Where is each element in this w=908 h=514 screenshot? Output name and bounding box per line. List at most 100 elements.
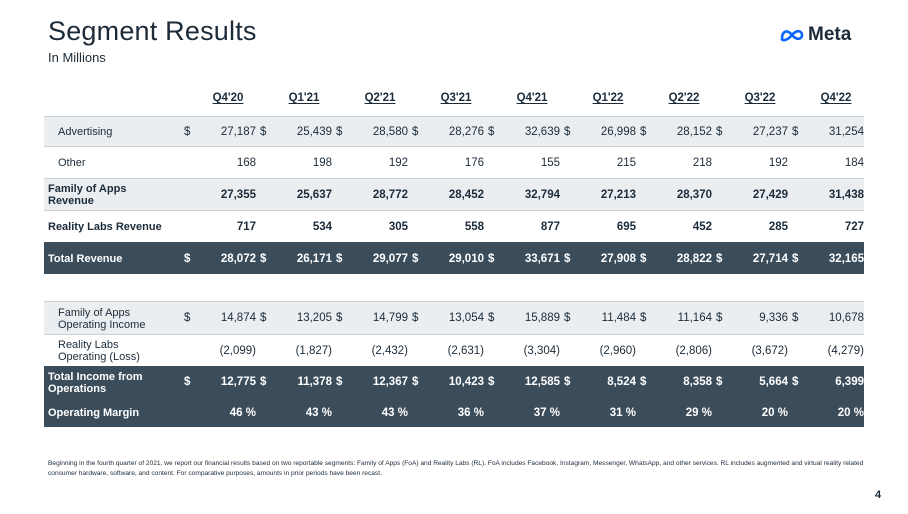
table-cell: 28,072 [220,252,256,265]
table-row: Family of Apps Revenue 27,355 25,637 28,772… [44,178,864,210]
currency-symbol: $ [640,252,647,265]
currency-symbol: $ [488,125,495,138]
table-cell: 27,908 [600,252,636,265]
table-row: Operating Margin 46 % 43 % 43 % 36 % 37 % 31 %… [44,397,864,427]
income-table: Family of Apps Operating Income $14,874 $1… [44,301,864,428]
table-cell: 305 [388,220,408,233]
row-label: Total Revenue [48,253,123,265]
currency-symbol: $ [260,376,267,388]
column-header: Q3'22 [744,92,776,104]
table-cell: 28,772 [372,188,408,201]
table-cell: 11,164 [677,312,712,324]
table-cell: (4,279) [827,344,864,357]
currency-symbol: $ [412,312,419,324]
currency-symbol: $ [336,376,343,388]
row-label: Family of Apps Operating Income [58,306,146,331]
table-cell: 534 [312,220,332,233]
table-cell: (3,672) [751,344,788,357]
table-cell: 184 [844,156,864,169]
page-subtitle: In Millions [48,50,106,65]
row-label: Other [58,157,86,169]
currency-symbol: $ [792,312,799,324]
page-number: 4 [875,489,882,501]
column-header: Q1'21 [288,92,320,104]
column-header: Q4'21 [516,92,548,104]
table-cell: 29 % [685,406,712,419]
table-cell: 27,429 [752,188,788,201]
row-label: Operating Margin [48,407,140,419]
currency-symbol: $ [412,376,419,388]
table-cell: 27,213 [600,188,636,201]
table-cell: 28,370 [676,188,712,201]
table-cell: 32,165 [828,252,864,265]
currency-symbol: $ [260,312,267,324]
table-cell: 25,637 [296,188,332,201]
currency-symbol: $ [640,125,647,138]
currency-symbol: $ [716,125,723,138]
table-cell: (2,631) [447,344,484,357]
table-cell: (2,432) [371,344,408,357]
table-cell: 32,639 [524,125,560,138]
table-row: Reality Labs Operating (Loss) (2,099) (1,8… [44,334,864,366]
table-cell: 192 [768,156,788,169]
currency-symbol: $ [260,125,267,138]
table-cell: 285 [768,220,788,233]
table-cell: 13,054 [448,312,484,324]
table-cell: 28,152 [676,125,712,138]
row-label: Advertising [58,126,113,138]
table-cell: 727 [844,220,864,233]
currency-symbol: $ [184,376,191,388]
table-cell: (2,099) [219,344,256,357]
table-cell: 28,276 [448,125,484,138]
table-cell: 31,438 [828,188,864,201]
footnote: Beginning in the fourth quarter of 2021,… [48,460,864,477]
table-row: Advertising $27,187 $25,439 $28,580 $28,276 $… [44,116,864,146]
table-cell: 29,077 [372,252,408,265]
currency-symbol: $ [184,125,191,138]
row-label: Reality Labs Operating (Loss) [58,339,140,363]
currency-symbol: $ [564,312,571,324]
table-cell: 43 % [305,406,332,419]
table-cell: 29,010 [448,252,484,265]
column-header: Q4'22 [820,92,852,104]
currency-symbol: $ [488,252,495,265]
table-row: Total Revenue $28,072 $26,171 $29,077 $29,01… [44,242,864,274]
table-cell: 452 [692,220,712,233]
currency-symbol: $ [260,252,267,265]
currency-symbol: $ [792,252,799,265]
row-label: Reality Labs Revenue [48,221,162,233]
table-cell: 218 [692,156,712,169]
table-cell: (3,304) [523,344,560,357]
table-cell: (1,827) [295,344,332,357]
page-title: Segment Results [48,16,257,46]
currency-symbol: $ [412,125,419,138]
table-cell: 192 [388,156,408,169]
table-cell: 14,874 [220,312,256,324]
table-cell: 6,399 [835,376,864,388]
meta-infinity-icon [780,29,804,42]
currency-symbol: $ [184,252,191,265]
table-row: Other 168 198 192 176 155 215 218 192 184 [44,146,864,178]
table-cell: 11,484 [601,312,636,324]
table-row: Reality Labs Revenue 717 534 305 558 877 695 45… [44,210,864,242]
table-cell: 12,585 [524,376,560,388]
table-cell: 176 [464,156,484,169]
table-cell: 215 [616,156,636,169]
column-header: Q3'21 [440,92,472,104]
table-cell: 32,794 [524,188,560,201]
table-cell: 155 [540,156,560,169]
table-cell: 8,358 [683,376,712,388]
currency-symbol: $ [640,312,647,324]
table-cell: 14,799 [372,312,408,324]
table-cell: 168 [236,156,256,169]
column-header: Q4'20 [212,92,244,104]
currency-symbol: $ [412,252,419,265]
column-headers: Q4'20 Q1'21 Q2'21 Q3'21 Q4'21 Q1'22 Q2'22 Q3'22… [0,92,908,110]
table-cell: 28,580 [372,125,408,138]
table-cell: 27,714 [752,252,788,265]
table-cell: 43 % [381,406,408,419]
table-cell: 26,171 [296,252,332,265]
table-cell: 10,678 [828,312,864,324]
table-cell: (2,960) [599,344,636,357]
currency-symbol: $ [564,125,571,138]
